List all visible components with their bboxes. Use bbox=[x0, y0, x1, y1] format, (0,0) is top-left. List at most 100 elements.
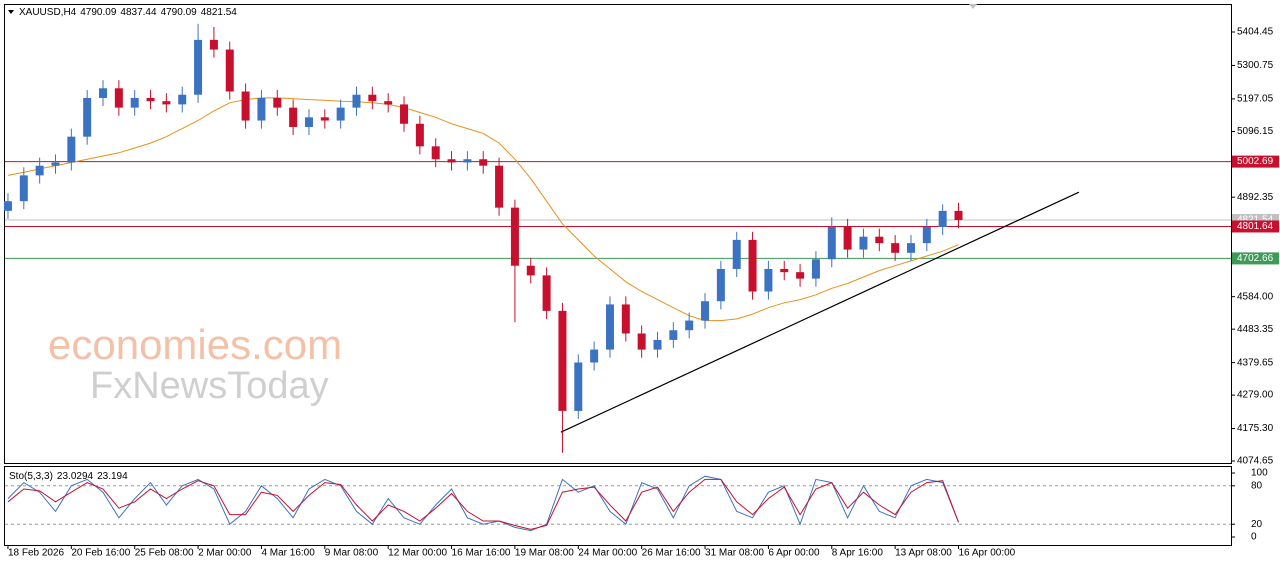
level-label: 4801.64 bbox=[1237, 221, 1274, 232]
x-tick-label: 26 Mar 16:00 bbox=[642, 548, 701, 559]
candle-body bbox=[653, 339, 662, 350]
x-tick-label: 25 Feb 08:00 bbox=[135, 548, 194, 559]
stoch-signal bbox=[7, 478, 959, 530]
oscillator-panel bbox=[4, 466, 1232, 546]
x-tick-label: 9 Mar 08:00 bbox=[325, 548, 379, 559]
x-tick-label: 31 Mar 08:00 bbox=[705, 548, 764, 559]
candle-body bbox=[574, 362, 583, 411]
x-tick-label: 20 Feb 16:00 bbox=[71, 548, 130, 559]
candle-body bbox=[257, 97, 266, 121]
candle-body bbox=[479, 159, 488, 166]
candle-body bbox=[859, 236, 868, 250]
x-tick-label: 18 Feb 2026 bbox=[8, 548, 65, 559]
chart-header: XAUUSD,H4 4790.09 4837.44 4790.09 4821.54 bbox=[19, 7, 237, 18]
candle-body bbox=[605, 304, 614, 350]
symbol: XAUUSD,H4 bbox=[19, 7, 77, 18]
candle-body bbox=[35, 165, 44, 176]
y-tick-label: 4584.00 bbox=[1237, 291, 1274, 302]
level-label-box bbox=[1232, 252, 1279, 265]
x-tick-label: 12 Mar 00:00 bbox=[388, 548, 447, 559]
y-tick-label: 4483.35 bbox=[1237, 324, 1274, 335]
candle-body bbox=[621, 304, 630, 334]
candle-body bbox=[352, 94, 361, 108]
candle-body bbox=[99, 88, 108, 98]
watermark: FxNewsToday bbox=[90, 365, 329, 407]
y-tick-label: 5197.05 bbox=[1237, 94, 1274, 105]
candle-body bbox=[51, 162, 60, 166]
ohlc-value: 4821.54 bbox=[201, 7, 238, 18]
y-tick-label: 4175.30 bbox=[1237, 423, 1274, 434]
level-label-box bbox=[1232, 155, 1279, 168]
x-tick-label: 16 Apr 00:00 bbox=[959, 548, 1016, 559]
y-tick-label: 4892.35 bbox=[1237, 192, 1274, 203]
candle-body bbox=[495, 165, 504, 208]
candle-body bbox=[273, 97, 282, 108]
collapse-icon bbox=[8, 10, 14, 14]
candle-body bbox=[431, 146, 440, 160]
candle-body bbox=[780, 268, 789, 273]
x-tick-label: 4 Mar 16:00 bbox=[261, 548, 315, 559]
watermark: economies.com bbox=[48, 321, 342, 368]
ohlc-value: 4790.09 bbox=[80, 7, 117, 18]
candle-body bbox=[447, 159, 456, 163]
candle-body bbox=[637, 333, 646, 350]
candle-body bbox=[415, 123, 424, 147]
candle-body bbox=[194, 39, 203, 95]
candle-body bbox=[748, 239, 757, 292]
candle-body bbox=[764, 268, 773, 292]
y-tick-label: 4279.00 bbox=[1237, 390, 1274, 401]
candle-body bbox=[906, 243, 915, 253]
candle-body bbox=[590, 349, 599, 363]
x-tick-label: 8 Apr 16:00 bbox=[832, 548, 884, 559]
y-tick-label: 4074.65 bbox=[1237, 456, 1274, 467]
y-tick-label: 5096.15 bbox=[1237, 126, 1274, 137]
candle-body bbox=[162, 101, 171, 105]
candle-body bbox=[843, 226, 852, 250]
candle-body bbox=[526, 265, 535, 276]
x-tick-label: 13 Apr 08:00 bbox=[895, 548, 952, 559]
indicator-name: Sto(5,3,3) bbox=[9, 471, 53, 482]
signal-value: 23.194 bbox=[97, 471, 128, 482]
candle-body bbox=[146, 97, 155, 102]
candle-body bbox=[701, 301, 710, 321]
osc-tick-label: 100 bbox=[1251, 468, 1268, 479]
candle-body bbox=[320, 117, 329, 121]
candle-body bbox=[891, 243, 900, 253]
candle-body bbox=[289, 107, 298, 127]
x-tick-label: 19 Mar 08:00 bbox=[515, 548, 574, 559]
level-label: 4702.66 bbox=[1237, 253, 1274, 264]
candle-body bbox=[938, 210, 947, 227]
stoch-main bbox=[7, 475, 959, 532]
candle-body bbox=[796, 272, 805, 279]
candle-body bbox=[811, 259, 820, 279]
trendline bbox=[560, 191, 1080, 433]
candle-body bbox=[732, 239, 741, 269]
candle-body bbox=[384, 101, 393, 105]
shift-marker bbox=[969, 4, 977, 9]
candle-body bbox=[67, 136, 76, 163]
candle-body bbox=[954, 210, 963, 221]
x-tick-label: 16 Mar 16:00 bbox=[452, 548, 511, 559]
osc-tick-label: 20 bbox=[1251, 519, 1263, 530]
marks: 5404.45 5300.75 5197.05 5096.15 4892.35 4584.… bbox=[3, 23, 1279, 559]
candle-body bbox=[558, 310, 567, 411]
level-label: 4821.54 bbox=[1237, 215, 1274, 226]
ohlc-value: 4837.44 bbox=[120, 7, 157, 18]
osc-tick-label: 0 bbox=[1251, 532, 1257, 543]
level-label: 5002.69 bbox=[1237, 156, 1274, 167]
main-panel bbox=[4, 4, 1232, 464]
candle-body bbox=[400, 104, 409, 124]
candle-body bbox=[542, 275, 551, 311]
candle-body bbox=[304, 117, 313, 127]
candle-body bbox=[209, 39, 218, 50]
x-tick-label: 24 Mar 00:00 bbox=[578, 548, 637, 559]
candle-body bbox=[368, 94, 377, 102]
candle-body bbox=[875, 236, 884, 244]
y-tick-label: 4379.65 bbox=[1237, 357, 1274, 368]
candle-body bbox=[3, 201, 12, 211]
candle-body bbox=[669, 330, 678, 340]
main-value: 23.0294 bbox=[57, 471, 94, 482]
candle-body bbox=[922, 226, 931, 244]
